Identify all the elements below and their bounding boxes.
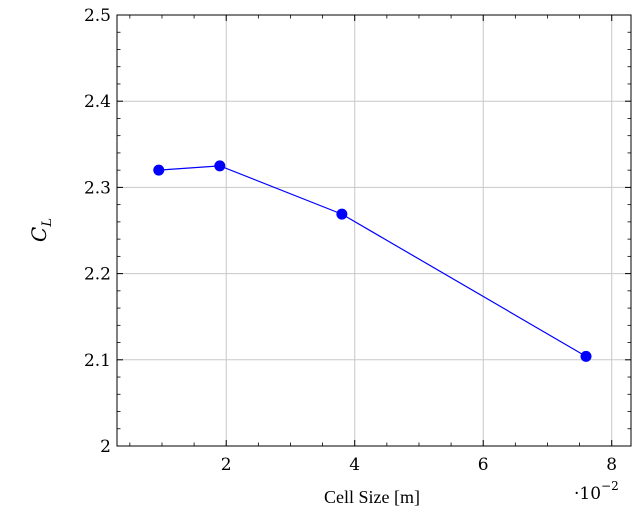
- data-point: [153, 164, 165, 176]
- y-axis-label-main: C: [27, 227, 51, 242]
- x-axis-label: Cell Size [m]: [324, 487, 420, 507]
- x-tick-labels: 2 4 6 8: [221, 455, 617, 475]
- y-tick-label: 2.4: [84, 92, 111, 112]
- svg-text:CL: CL: [27, 218, 55, 242]
- x-tick-label: 8: [606, 455, 617, 475]
- series-line: [158, 165, 587, 357]
- y-tick-label: 2.2: [84, 265, 111, 285]
- x-multiplier-exponent: −2: [601, 479, 619, 493]
- y-tick-label: 2.5: [84, 6, 111, 26]
- x-tick-label: 2: [221, 455, 232, 475]
- y-tick-label: 2.3: [84, 178, 111, 198]
- y-tick-label: 2: [100, 437, 111, 457]
- y-axis-label-sub: L: [40, 218, 55, 228]
- x-axis-multiplier: ·10−2: [574, 479, 619, 504]
- plot-frame: [116, 14, 632, 447]
- series-layer: [153, 160, 592, 362]
- data-point: [214, 160, 226, 172]
- major-ticks: [117, 14, 631, 447]
- minor-ticks: [117, 15, 631, 446]
- grid: [117, 14, 631, 447]
- x-multiplier-base: ·10: [574, 484, 601, 504]
- data-point: [336, 208, 348, 220]
- y-axis-label: CL: [27, 218, 55, 242]
- y-tick-label: 2.1: [84, 351, 111, 371]
- data-point: [580, 350, 592, 362]
- x-tick-label: 4: [349, 455, 360, 475]
- y-tick-labels: 2 2.1 2.2 2.3 2.4 2.5: [84, 6, 111, 457]
- x-tick-label: 6: [478, 455, 489, 475]
